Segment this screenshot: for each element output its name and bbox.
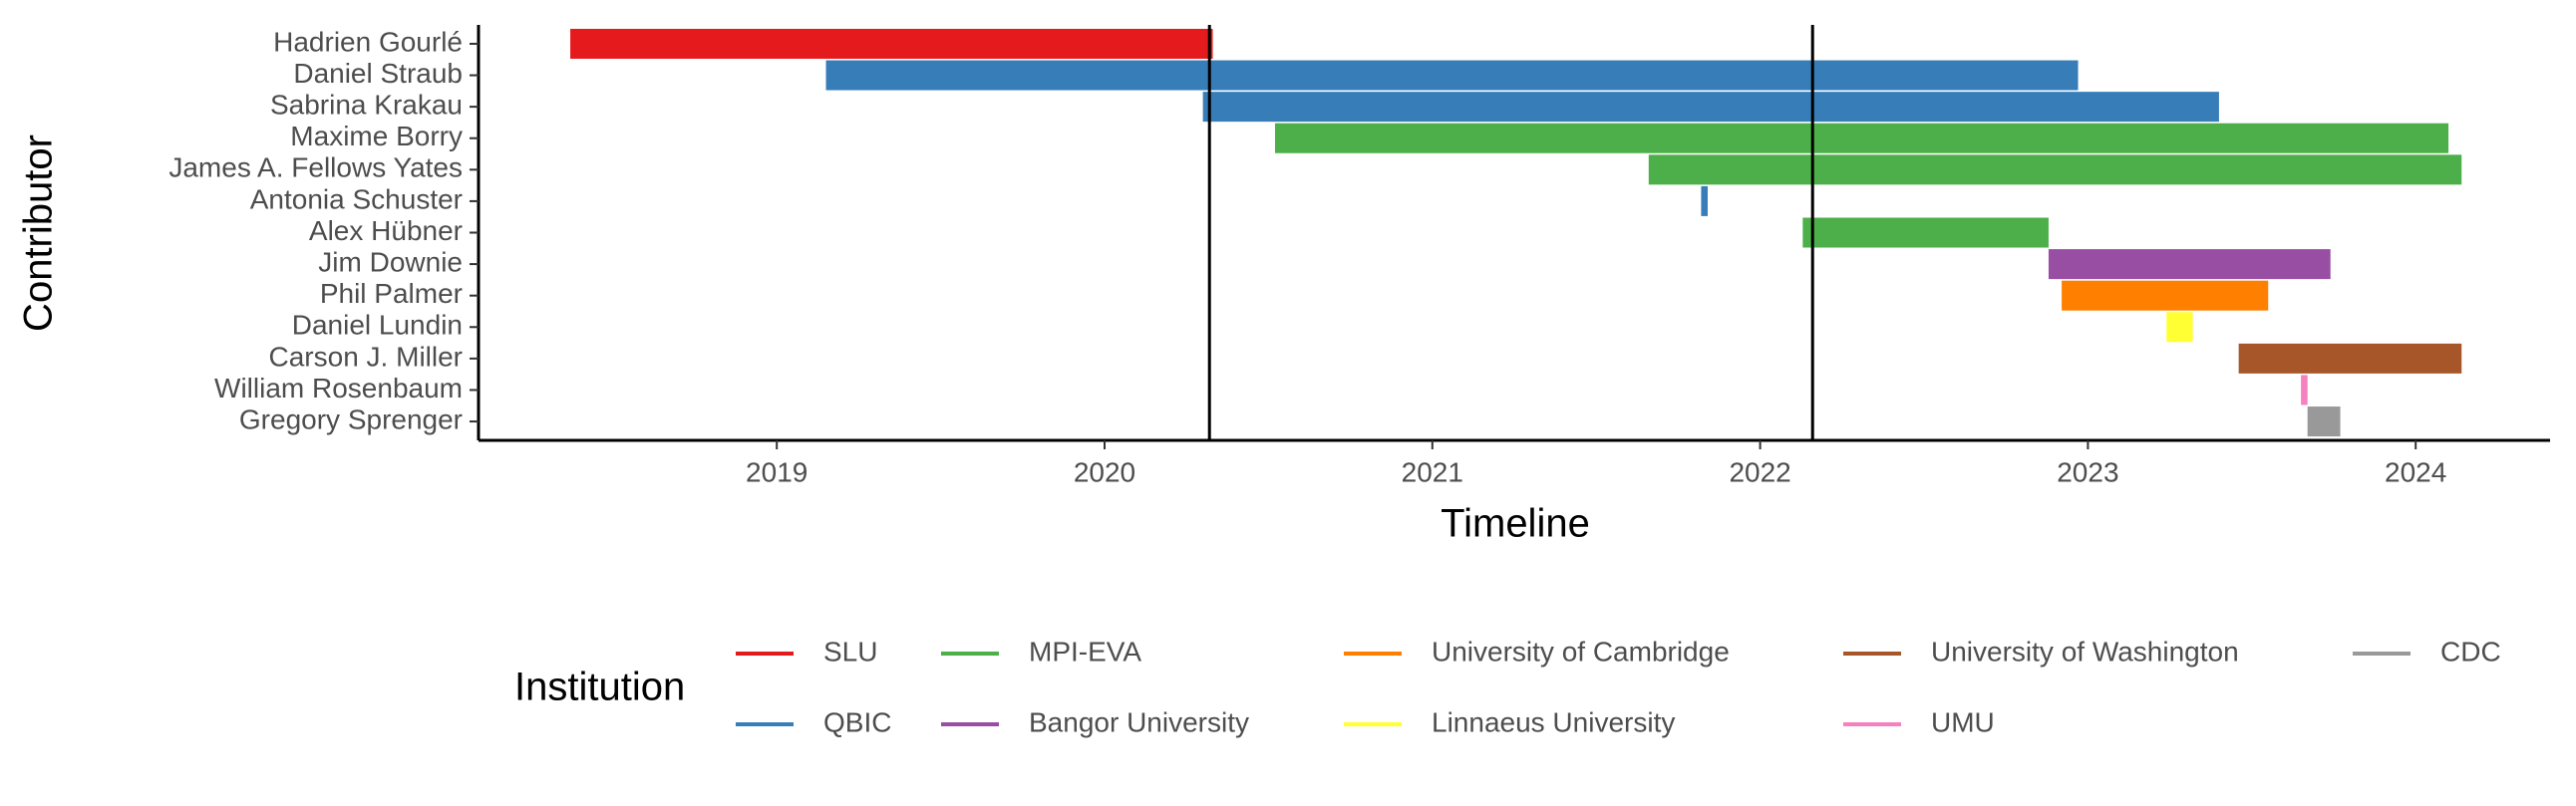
bar [1648, 154, 2462, 185]
x-tick-label: 2021 [1402, 456, 1463, 487]
legend-label: University of Cambridge [1432, 636, 1730, 667]
y-tick-label: Gregory Sprenger [239, 403, 463, 434]
legend-label: CDC [2440, 636, 2501, 667]
y-tick-label: Daniel Lundin [292, 310, 463, 341]
y-tick-label: Maxime Borry [290, 121, 463, 151]
bar [2166, 312, 2193, 343]
y-tick-label: Antonia Schuster [250, 183, 463, 214]
legend-label: QBIC [823, 706, 891, 737]
y-tick-label: William Rosenbaum [214, 373, 463, 403]
y-tick-label: Carson J. Miller [269, 341, 463, 372]
legend-label: SLU [823, 636, 877, 667]
y-tick-label: Jim Downie [318, 246, 463, 277]
bar [2301, 375, 2308, 405]
x-tick-label: 2024 [2385, 456, 2446, 487]
legend-label: MPI-EVA [1029, 636, 1141, 667]
bar [2062, 280, 2269, 311]
y-tick-label: Sabrina Krakau [270, 90, 463, 121]
y-axis-title: Contributor [17, 134, 61, 332]
bar [2048, 249, 2331, 280]
y-tick-label: Alex Hübner [309, 215, 463, 246]
bar [1274, 123, 2449, 153]
bar [825, 60, 2079, 91]
x-tick-label: 2020 [1074, 456, 1135, 487]
legend-label: Linnaeus University [1432, 706, 1675, 737]
bar [570, 28, 1213, 59]
bar [1701, 185, 1708, 216]
legend-label: UMU [1931, 706, 1995, 737]
bar [2307, 406, 2341, 437]
bar [2238, 343, 2462, 374]
x-tick-label: 2019 [746, 456, 807, 487]
bar [1802, 217, 2049, 248]
y-tick-label: Hadrien Gourlé [273, 26, 463, 57]
bar [1202, 92, 2219, 123]
x-axis-title: Timeline [1441, 502, 1590, 546]
legend-title: Institution [514, 666, 685, 709]
y-tick-label: Phil Palmer [320, 278, 463, 309]
y-tick-label: Daniel Straub [293, 58, 463, 89]
x-tick-label: 2022 [1729, 456, 1790, 487]
y-tick-label: James A. Fellows Yates [168, 152, 463, 183]
legend-label: University of Washington [1931, 636, 2239, 667]
legend-label: Bangor University [1029, 706, 1249, 737]
x-tick-label: 2023 [2057, 456, 2118, 487]
